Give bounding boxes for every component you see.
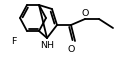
Text: NH: NH: [40, 41, 54, 51]
Text: F: F: [11, 38, 17, 46]
Text: O: O: [81, 8, 89, 17]
Text: O: O: [67, 46, 75, 54]
